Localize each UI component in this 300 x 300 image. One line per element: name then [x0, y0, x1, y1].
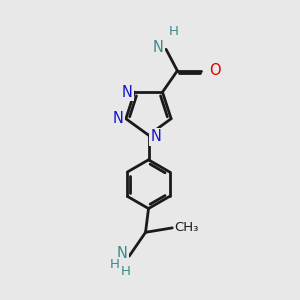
Text: H: H [110, 258, 119, 271]
Text: N: N [117, 246, 128, 261]
Text: O: O [209, 63, 221, 78]
Text: N: N [113, 111, 124, 126]
Text: N: N [122, 85, 133, 100]
Text: CH₃: CH₃ [175, 221, 199, 234]
Text: N: N [151, 129, 161, 144]
Text: H: H [169, 25, 178, 38]
Text: N: N [153, 40, 164, 55]
Text: H: H [121, 265, 130, 278]
